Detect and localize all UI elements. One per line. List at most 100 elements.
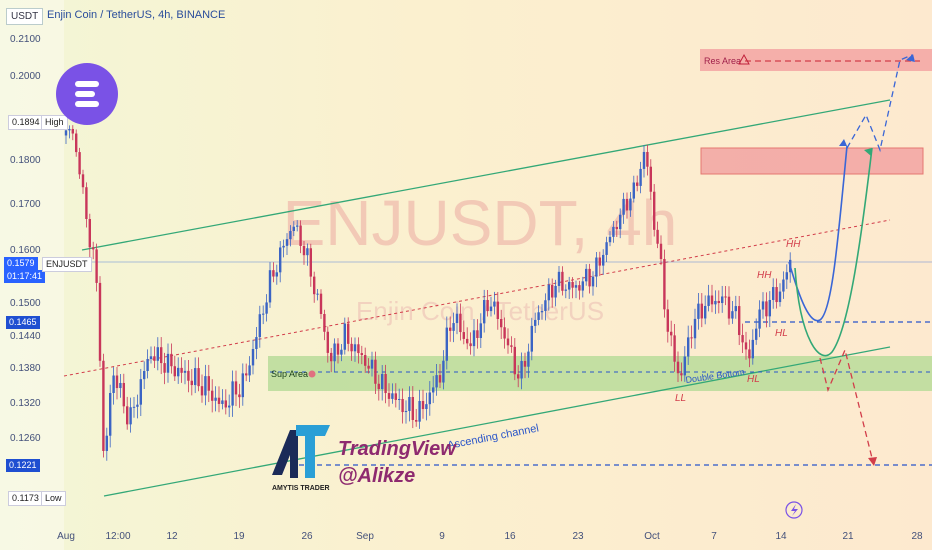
candle-body (636, 182, 639, 186)
candle-body (197, 368, 200, 387)
x-tick: 26 (301, 531, 313, 542)
candle-body (105, 435, 108, 451)
candle-body (190, 380, 193, 386)
candle-body (748, 349, 751, 359)
candle-body (544, 300, 547, 312)
candle-body (234, 381, 238, 395)
y-tick: 0.1600 (10, 245, 41, 256)
enjin-logo-icon (56, 63, 118, 125)
candle-body (676, 361, 680, 374)
candle-body (353, 344, 357, 352)
candle-body (595, 257, 598, 277)
ll-label: LL (675, 393, 686, 404)
candle-body (523, 360, 527, 367)
candle-body (238, 394, 241, 398)
candle-body (768, 299, 771, 317)
candle-body (775, 287, 778, 303)
y-tick: 0.1260 (10, 433, 41, 444)
candle-body (625, 198, 629, 211)
candle-body (704, 305, 707, 319)
y-tick: 0.2000 (10, 71, 41, 82)
candle-body (578, 285, 581, 291)
bell-icon (308, 370, 316, 378)
x-tick: 23 (572, 531, 584, 542)
candle-body (438, 375, 442, 383)
candle-body (384, 373, 387, 394)
candle-body (374, 359, 377, 384)
candle-body (738, 306, 741, 336)
candle-body (741, 335, 744, 343)
candle-body (449, 327, 452, 331)
candle-body (333, 343, 336, 362)
candle-body (782, 279, 785, 292)
logo-bar (75, 101, 99, 107)
candle-body (517, 374, 520, 379)
candle-body (279, 247, 282, 273)
candle-body (663, 259, 666, 310)
candle-body (588, 268, 591, 287)
candle-body (401, 398, 404, 413)
candle-body (231, 381, 234, 406)
candle-body (377, 383, 380, 390)
candle-body (265, 302, 268, 314)
candle-body (778, 291, 782, 303)
symbol-badge[interactable]: USDT (6, 8, 44, 25)
candle-body (391, 393, 394, 399)
x-tick: 21 (842, 531, 854, 542)
candle-body (612, 226, 615, 237)
y-tick: 0.1800 (10, 155, 41, 166)
candle-body (602, 254, 605, 266)
current-price-tag: 0.1579 (4, 257, 38, 270)
red-dashed-arrow-head (868, 457, 877, 466)
candle-body (673, 335, 676, 362)
candle-body (591, 276, 595, 287)
y-tick: 0.1380 (10, 363, 41, 374)
candle-body (319, 293, 323, 314)
candle-body (486, 299, 489, 312)
candle-body (268, 270, 272, 303)
candle-body (340, 349, 343, 355)
candle-body (146, 359, 149, 372)
candle-body (64, 130, 68, 136)
green-projection-path (794, 147, 873, 357)
candle-body (163, 363, 166, 373)
y-tick: 0.1320 (10, 398, 41, 409)
candle-body (710, 295, 714, 305)
candle-body (251, 349, 255, 366)
candle-body (520, 360, 523, 379)
candle-body (109, 393, 112, 436)
candle-body (442, 360, 445, 383)
candle-body (408, 397, 411, 411)
candle-body (629, 198, 632, 211)
candle-body (156, 347, 159, 361)
candle-body (78, 152, 81, 175)
candle-body (466, 338, 469, 344)
candle-body (428, 392, 431, 405)
candle-body (744, 342, 748, 350)
candle-body (421, 401, 425, 410)
level-b-tag: 0.1221 (6, 459, 40, 472)
candle-body (496, 301, 499, 320)
candle-body (755, 328, 758, 340)
candle-body (204, 376, 207, 396)
candle-body (275, 272, 278, 277)
amytis-logo-t (296, 425, 330, 478)
candle-body (285, 239, 289, 246)
candle-body (551, 284, 554, 298)
candle-body (316, 293, 319, 295)
candle-body (81, 174, 85, 188)
candle-body (476, 330, 479, 338)
candle-body (347, 323, 350, 344)
candle-body (241, 373, 244, 398)
candle-body (758, 309, 761, 329)
candle-body (642, 151, 646, 169)
candle-body (71, 128, 74, 134)
candle-body (506, 338, 510, 346)
candle-body (425, 404, 428, 410)
candle-body (459, 313, 462, 333)
candle-body (513, 346, 516, 375)
candle-body (537, 312, 540, 320)
candle-body (493, 301, 496, 307)
candle-body (367, 365, 370, 369)
